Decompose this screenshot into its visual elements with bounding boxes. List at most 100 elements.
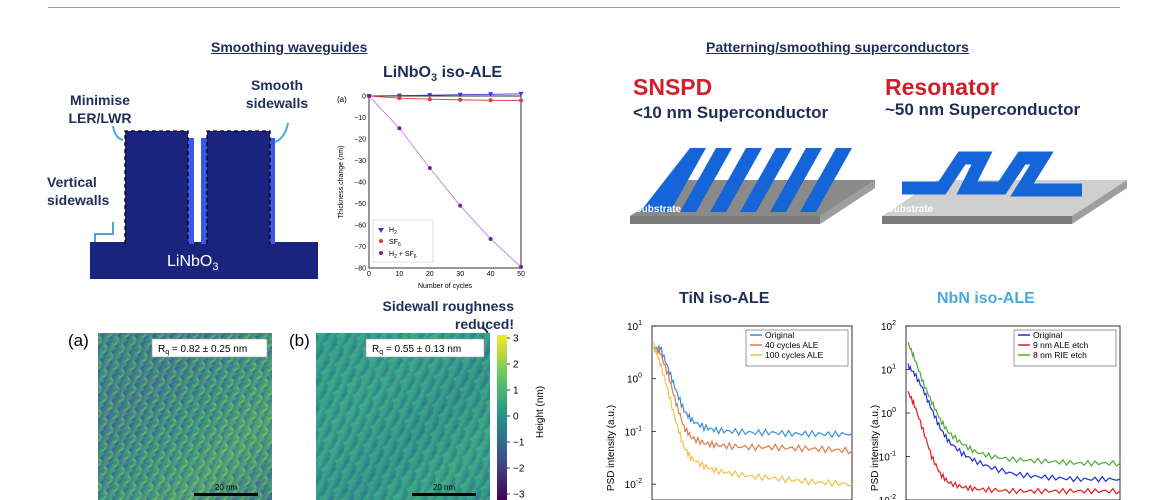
iso-ale-chart-title: LiNbO3 iso-ALE bbox=[383, 64, 503, 85]
iso-y-tick: −30 bbox=[354, 158, 366, 165]
callout-minimise-ler: Minimise LER/LWR bbox=[68, 92, 132, 126]
iso-x-tick: 20 bbox=[426, 271, 434, 278]
rq-box-before bbox=[151, 338, 268, 358]
ridge-outer-sidewall bbox=[270, 138, 275, 244]
colorbar-label: Height (nm) bbox=[535, 386, 546, 438]
iso-data-point bbox=[519, 98, 523, 103]
colorbar-tick: 2 bbox=[513, 360, 519, 371]
tin-legend-label: Original bbox=[765, 330, 794, 340]
afm-panel-a-label: (a) bbox=[68, 331, 89, 350]
resonator-subtitle: ~50 nm Superconductor bbox=[885, 100, 1081, 119]
colorbar-tick: 0 bbox=[513, 412, 519, 423]
iso-data-point bbox=[367, 94, 371, 98]
tin-series-line bbox=[653, 346, 853, 455]
iso-data-point bbox=[457, 92, 463, 98]
vertical-sidewall-marker bbox=[94, 222, 114, 242]
iso-data-point bbox=[518, 91, 524, 97]
ideal-profile-left bbox=[124, 130, 189, 244]
tin-y-tick: 101 bbox=[627, 320, 642, 333]
linbo3-thickness-chart: (a) 0 10 20 30 40 50 0 −10 −20 −30 −40 −50 −60 −70 −80… bbox=[337, 91, 525, 290]
nbn-y-tick: 10-1 bbox=[879, 451, 896, 464]
colorbar-tick: −2 bbox=[513, 464, 525, 475]
scalebar-after bbox=[412, 493, 476, 496]
iso-series-line bbox=[368, 95, 522, 101]
legend-marker-h2 bbox=[378, 228, 384, 233]
tin-legend-label: 40 cycles ALE bbox=[765, 340, 819, 350]
iso-y-tick: 0 bbox=[362, 94, 366, 101]
iso-data-point bbox=[519, 264, 523, 269]
ridge-left-sidewall bbox=[188, 138, 194, 244]
roughness-caption: Sidewall roughness reduced! bbox=[382, 298, 514, 332]
nbn-y-tick: 100 bbox=[881, 407, 896, 420]
nbn-chart-title: NbN iso-ALE bbox=[937, 290, 1035, 307]
iso-data-point bbox=[488, 92, 494, 97]
iso-y-tick: −80 bbox=[354, 266, 366, 273]
colorbar-tick: 3 bbox=[513, 334, 519, 345]
callout-vertical-sidewalls: Vertical sidewalls bbox=[47, 174, 110, 208]
nbn-y-tick: 10-2 bbox=[879, 494, 896, 500]
resonator-title: Resonator bbox=[885, 74, 999, 100]
iso-data-point bbox=[427, 166, 432, 171]
afm-panel-b-label: (b) bbox=[289, 331, 310, 350]
resonator-device: Substrate bbox=[882, 151, 1127, 224]
colorbar-tick: 1 bbox=[513, 386, 519, 397]
nbn-series-line bbox=[907, 390, 1121, 495]
iso-x-axis-label: Number of cycles bbox=[418, 283, 473, 290]
ridge-right-sidewall bbox=[201, 138, 207, 244]
iso-data-point bbox=[427, 93, 433, 98]
resonator-substrate-label: Substrate bbox=[887, 204, 934, 215]
waveguide-slab bbox=[90, 242, 318, 279]
rq-before: Rq = 0.82 ± 0.25 nm bbox=[158, 344, 247, 356]
ideal-profile-right bbox=[206, 130, 271, 244]
iso-x-tick: 40 bbox=[487, 271, 495, 278]
iso-y-tick: −40 bbox=[354, 180, 366, 187]
nbn-legend-box bbox=[1013, 329, 1117, 367]
snspd-title: SNSPD bbox=[633, 74, 713, 100]
iso-x-tick: 0 bbox=[367, 271, 371, 278]
tin-y-tick: 10-2 bbox=[625, 478, 642, 491]
right-section-heading: Patterning/smoothing superconductors bbox=[706, 39, 969, 55]
nbn-y-axis-label: PSD intensity (a.u.) bbox=[870, 405, 881, 491]
iso-y-tick: −20 bbox=[354, 137, 366, 144]
nbn-legend-label: Original bbox=[1033, 330, 1062, 340]
smooth-arrow bbox=[274, 122, 289, 143]
iso-x-tick: 30 bbox=[456, 271, 464, 278]
iso-data-point bbox=[458, 203, 463, 208]
iso-y-tick: −10 bbox=[354, 115, 366, 122]
waveguide-diagram bbox=[90, 122, 318, 279]
iso-y-tick: −70 bbox=[354, 244, 366, 251]
tin-y-tick: 100 bbox=[627, 373, 642, 386]
tin-series-line bbox=[653, 342, 853, 488]
scalebar-before bbox=[194, 493, 258, 496]
tin-series-line bbox=[653, 344, 853, 439]
ler-arrow bbox=[112, 125, 124, 141]
waveguide-ridge-right bbox=[207, 131, 270, 244]
height-colorbar: 3 2 1 0 −1 −2 −3 Height (nm) bbox=[497, 334, 546, 500]
legend-marker-h2-sf6 bbox=[379, 251, 383, 255]
scalebar-label-before: 20 nm bbox=[215, 483, 238, 492]
nbn-series-line bbox=[907, 363, 1121, 483]
legend-label-sf6: SF6 bbox=[389, 239, 401, 248]
nbn-legend-label: 9 nm ALE etch bbox=[1033, 340, 1089, 350]
colorbar-gradient bbox=[497, 335, 507, 500]
scalebar-label-after: 20 nm bbox=[433, 483, 456, 492]
colorbar-tick: −3 bbox=[513, 490, 525, 500]
waveguide-material-label: LiNbO3 bbox=[167, 253, 219, 274]
afm-image-after: Rq = 0.55 ± 0.13 nm 20 nm bbox=[316, 333, 490, 500]
tin-y-tick: 10-1 bbox=[625, 425, 642, 438]
waveguide-ridge-left bbox=[125, 131, 188, 244]
colorbar-tick: −1 bbox=[513, 438, 525, 449]
nbn-series-line bbox=[907, 342, 1121, 467]
rq-box-after bbox=[365, 338, 485, 358]
iso-data-point bbox=[488, 236, 493, 241]
nbn-y-tick: 101 bbox=[881, 364, 896, 377]
iso-legend: H2 SF6 H2 + SF6 bbox=[372, 219, 434, 263]
tin-legend-label: 100 cycles ALE bbox=[765, 350, 823, 360]
iso-y-tick: −60 bbox=[354, 223, 366, 230]
iso-data-point bbox=[488, 98, 493, 103]
chart-panel-label: (a) bbox=[337, 95, 347, 104]
iso-x-tick: 10 bbox=[396, 271, 404, 278]
iso-data-point bbox=[396, 93, 402, 99]
